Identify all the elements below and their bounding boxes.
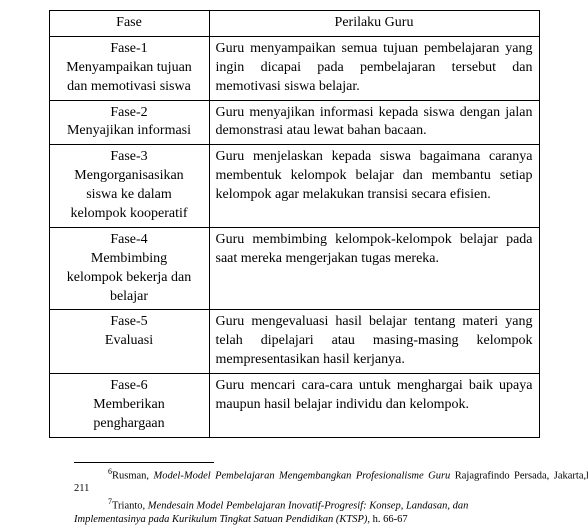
- footnote-title: Mendesain Model Pembelajaran Inovatif-Pr…: [148, 501, 469, 512]
- table-row: Fase-6 Memberikan penghargaan Guru menca…: [49, 374, 539, 438]
- fase-line: Evaluasi: [105, 333, 153, 348]
- perilaku-cell-1: Guru menyampaikan semua tujuan pembelaja…: [209, 36, 539, 100]
- fase-line: kelompok bekerja dan: [67, 270, 191, 285]
- fase-line: Fase-3: [110, 149, 147, 164]
- perilaku-cell-3: Guru menjelaskan kepada siswa bagaimana …: [209, 145, 539, 228]
- footnote-author: Trianto,: [112, 501, 148, 512]
- perilaku-cell-2: Guru menyajikan informasi kepada siswa d…: [209, 100, 539, 145]
- table-header-row: Fase Perilaku Guru: [49, 11, 539, 37]
- table-row: Fase-2 Menyajikan informasi Guru menyaji…: [49, 100, 539, 145]
- fase-line: Fase-2: [110, 105, 147, 120]
- fase-cell-6: Fase-6 Memberikan penghargaan: [49, 374, 209, 438]
- perilaku-cell-5: Guru mengevaluasi hasil belajar tentang …: [209, 310, 539, 374]
- footnote-title: Model-Model Pembelajaran Mengembangkan P…: [154, 470, 451, 481]
- footnote-line2: Implementasinya pada Kurikulum Tingkat S…: [74, 514, 370, 525]
- fase-line: Menyajikan informasi: [67, 123, 191, 138]
- footnote-rule: [74, 462, 214, 463]
- fase-cell-3: Fase-3 Mengorganisasikan siswa ke dalam …: [49, 145, 209, 228]
- footnote-tail: h. 66-67: [370, 514, 408, 525]
- fase-cell-1: Fase-1 Menyampaikan tujuan dan memotivas…: [49, 36, 209, 100]
- fase-line: Fase-5: [110, 314, 147, 329]
- fase-line: dan memotivasi siswa: [67, 79, 191, 94]
- table-row: Fase-4 Membimbing kelompok bekerja dan b…: [49, 227, 539, 310]
- fase-cell-2: Fase-2 Menyajikan informasi: [49, 100, 209, 145]
- fase-line: Fase-6: [110, 378, 147, 393]
- header-perilaku: Perilaku Guru: [209, 11, 539, 37]
- fase-line: Menyampaikan tujuan: [66, 60, 192, 75]
- footnotes-block: 6Rusman, Model-Model Pembelajaran Mengem…: [74, 462, 588, 528]
- fase-line: kelompok kooperatif: [70, 206, 187, 221]
- table-row: Fase-1 Menyampaikan tujuan dan memotivas…: [49, 36, 539, 100]
- fase-line: Membimbing: [91, 251, 167, 266]
- perilaku-cell-6: Guru mencari cara-cara untuk menghargai …: [209, 374, 539, 438]
- fase-line: belajar: [110, 289, 148, 304]
- fase-cell-4: Fase-4 Membimbing kelompok bekerja dan b…: [49, 227, 209, 310]
- header-fase: Fase: [49, 11, 209, 37]
- fase-line: Fase-1: [110, 41, 147, 56]
- table-row: Fase-3 Mengorganisasikan siswa ke dalam …: [49, 145, 539, 228]
- footnote-6: 6Rusman, Model-Model Pembelajaran Mengem…: [74, 467, 588, 496]
- fase-table: Fase Perilaku Guru Fase-1 Menyampaikan t…: [49, 10, 540, 438]
- fase-line: siswa ke dalam: [86, 187, 172, 202]
- page-container: Fase Perilaku Guru Fase-1 Menyampaikan t…: [0, 0, 588, 528]
- fase-line: Fase-4: [110, 232, 147, 247]
- fase-cell-5: Fase-5 Evaluasi: [49, 310, 209, 374]
- table-row: Fase-5 Evaluasi Guru mengevaluasi hasil …: [49, 310, 539, 374]
- fase-line: Memberikan: [93, 397, 165, 412]
- footnote-author: Rusman,: [112, 470, 154, 481]
- footnote-7: 7Trianto, Mendesain Model Pembelajaran I…: [74, 497, 588, 526]
- perilaku-cell-4: Guru membimbing kelompok-kelompok belaja…: [209, 227, 539, 310]
- fase-line: penghargaan: [93, 416, 164, 431]
- fase-line: Mengorganisasikan: [74, 168, 183, 183]
